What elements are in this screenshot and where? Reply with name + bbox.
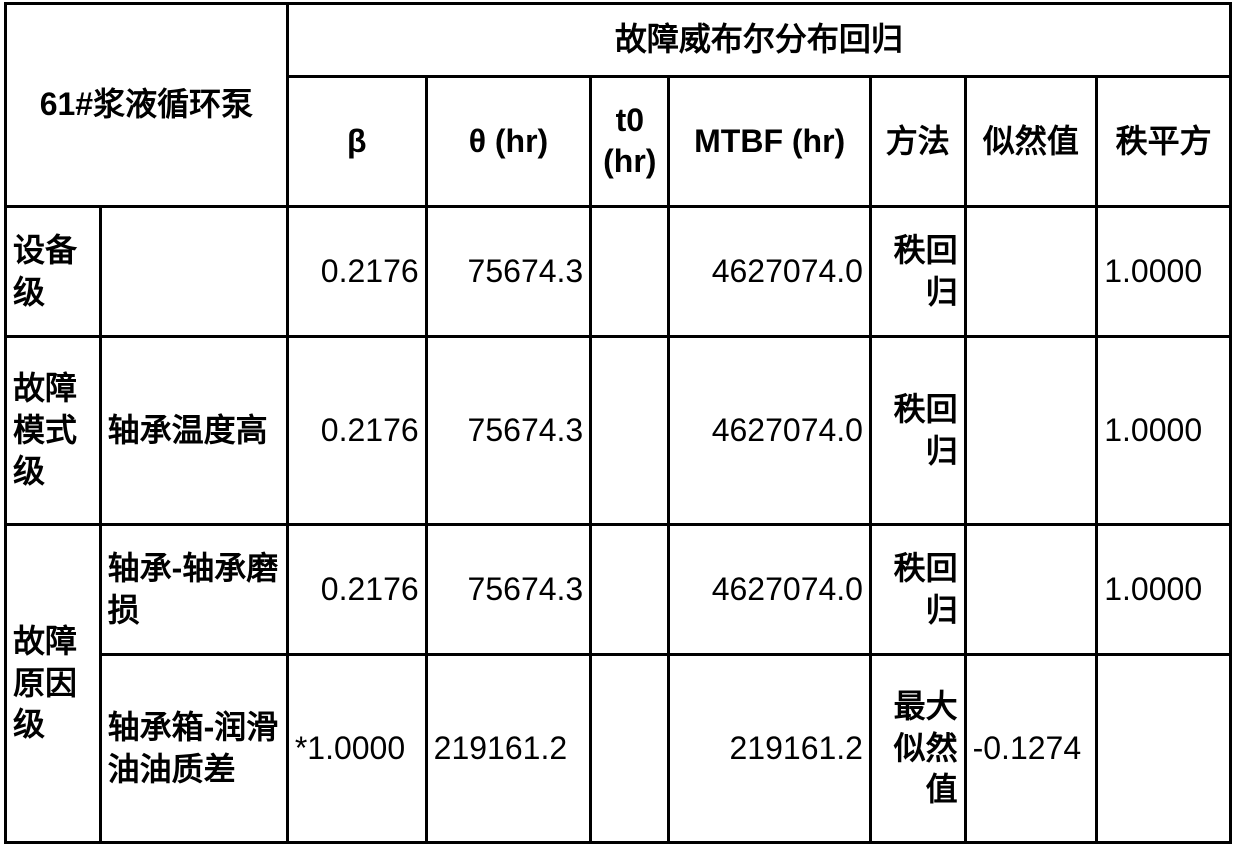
row-category: 故障模式级 <box>6 337 101 525</box>
cell-theta: 75674.3 <box>426 337 591 525</box>
cell-t0 <box>591 337 669 525</box>
cell-mtbf: 4627074.0 <box>669 206 871 336</box>
table-row: 轴承箱-润滑油油质差 *1.0000 219161.2 219161.2 最大似… <box>6 655 1231 843</box>
cell-method: 最大似然值 <box>870 655 965 843</box>
col-theta: θ (hr) <box>426 76 591 206</box>
cell-method: 秩回归 <box>870 524 965 654</box>
cell-mtbf: 219161.2 <box>669 655 871 843</box>
cell-t0 <box>591 524 669 654</box>
col-t0: t0 (hr) <box>591 76 669 206</box>
cell-t0 <box>591 206 669 336</box>
cell-t0 <box>591 655 669 843</box>
table-row: 设备级 0.2176 75674.3 4627074.0 秩回归 1.0000 <box>6 206 1231 336</box>
table-row: 故障原因级 轴承-轴承磨损 0.2176 75674.3 4627074.0 秩… <box>6 524 1231 654</box>
cell-beta: *1.0000 <box>287 655 426 843</box>
cell-method: 秩回归 <box>870 206 965 336</box>
header-row-1: 61#浆液循环泵 故障威布尔分布回归 <box>6 4 1231 77</box>
cell-r2: 1.0000 <box>1097 206 1231 336</box>
cell-beta: 0.2176 <box>287 206 426 336</box>
cell-r2: 1.0000 <box>1097 524 1231 654</box>
cell-theta: 75674.3 <box>426 206 591 336</box>
weibull-table-container: 61#浆液循环泵 故障威布尔分布回归 β θ (hr) t0 (hr) MTBF… <box>0 2 1240 849</box>
cell-theta: 75674.3 <box>426 524 591 654</box>
row-sub: 轴承-轴承磨损 <box>100 524 287 654</box>
cell-mtbf: 4627074.0 <box>669 337 871 525</box>
cell-r2: 1.0000 <box>1097 337 1231 525</box>
col-r2: 秩平方 <box>1097 76 1231 206</box>
table-row: 故障模式级 轴承温度高 0.2176 75674.3 4627074.0 秩回归… <box>6 337 1231 525</box>
cell-likelihood: -0.1274 <box>965 655 1097 843</box>
cell-mtbf: 4627074.0 <box>669 524 871 654</box>
cell-r2 <box>1097 655 1231 843</box>
row-category: 故障原因级 <box>6 524 101 842</box>
weibull-table: 61#浆液循环泵 故障威布尔分布回归 β θ (hr) t0 (hr) MTBF… <box>4 2 1232 844</box>
row-category: 设备级 <box>6 206 101 336</box>
col-likelihood: 似然值 <box>965 76 1097 206</box>
cell-beta: 0.2176 <box>287 337 426 525</box>
cell-likelihood <box>965 337 1097 525</box>
col-mtbf: MTBF (hr) <box>669 76 871 206</box>
cell-likelihood <box>965 206 1097 336</box>
col-method: 方法 <box>870 76 965 206</box>
cell-likelihood <box>965 524 1097 654</box>
col-beta: β <box>287 76 426 206</box>
cell-method: 秩回归 <box>870 337 965 525</box>
header-group-title: 故障威布尔分布回归 <box>287 4 1230 77</box>
cell-theta: 219161.2 <box>426 655 591 843</box>
cell-beta: 0.2176 <box>287 524 426 654</box>
header-pump-title: 61#浆液循环泵 <box>6 4 288 207</box>
row-sub: 轴承箱-润滑油油质差 <box>100 655 287 843</box>
row-sub <box>100 206 287 336</box>
row-sub: 轴承温度高 <box>100 337 287 525</box>
